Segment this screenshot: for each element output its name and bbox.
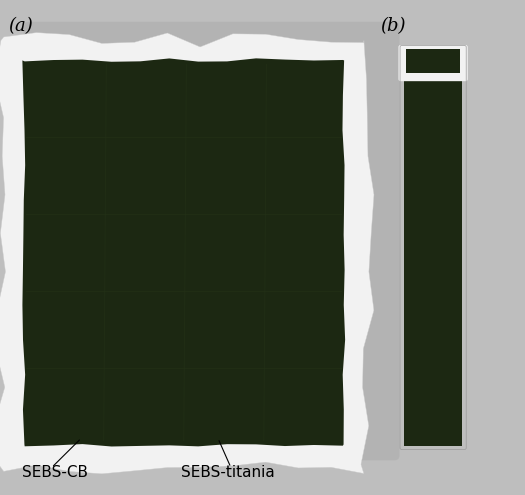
FancyBboxPatch shape bbox=[406, 50, 460, 73]
FancyBboxPatch shape bbox=[24, 22, 400, 460]
Text: SEBS-titania: SEBS-titania bbox=[182, 465, 275, 480]
Polygon shape bbox=[23, 58, 345, 446]
FancyBboxPatch shape bbox=[404, 50, 462, 446]
Polygon shape bbox=[0, 33, 374, 474]
Text: (b): (b) bbox=[381, 17, 406, 35]
Text: SEBS-CB: SEBS-CB bbox=[22, 465, 88, 480]
FancyBboxPatch shape bbox=[398, 45, 468, 81]
Text: (a): (a) bbox=[8, 17, 33, 35]
